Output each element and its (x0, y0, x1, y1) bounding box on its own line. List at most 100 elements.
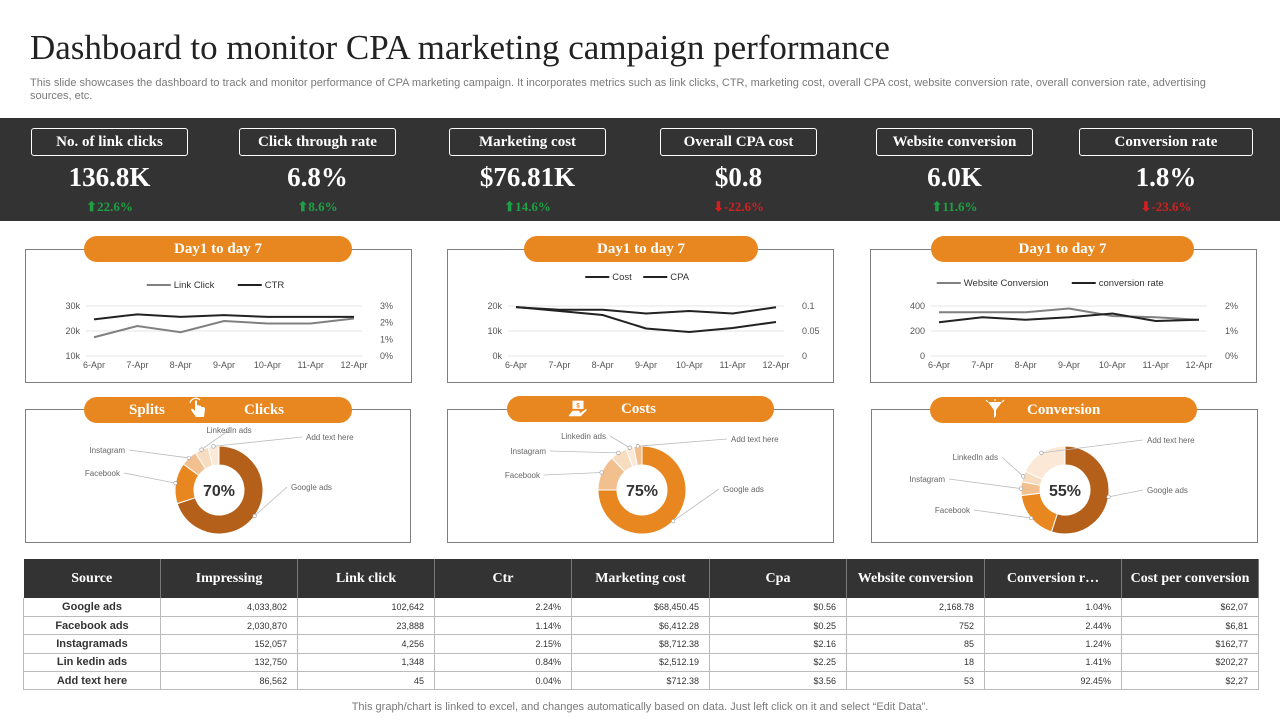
table-cell: $8,712.38 (571, 634, 710, 654)
table-cell: 1,348 (297, 653, 435, 673)
leader-line (637, 438, 728, 447)
table-cell: $162,77 (1121, 634, 1259, 654)
y-left-tick-label: 200 (910, 326, 925, 336)
table-cell: 53 (846, 671, 985, 691)
leader-dot (1028, 515, 1034, 521)
kpi-delta: ⬆11.6% (931, 199, 978, 214)
header-conversion-rate: Conversion r… (984, 559, 1122, 598)
slice-label: Instagram (510, 447, 546, 456)
x-tick-label: 7-Apr (126, 360, 148, 370)
kpi-label: Conversion rate (1079, 128, 1253, 156)
table-cell: $6,412.28 (571, 616, 710, 636)
legend-label: Cost (612, 272, 632, 283)
pill-right-label: Conversion (1027, 402, 1101, 418)
x-tick-label: 12-Apr (762, 360, 789, 370)
table-cell-source: Instagramads (23, 634, 161, 654)
y-right-tick-label: 1% (380, 334, 393, 344)
y-right-tick-label: 2% (380, 318, 393, 328)
table-row: Lin kedin ads 132,750 1,348 0.84% $2,512.19 $… (23, 653, 1259, 673)
x-tick-label: 9-Apr (213, 360, 235, 370)
y-left-tick-label: 400 (910, 301, 925, 311)
donut-chart-clicks: Google ads Facebook Instagram LinkedIn ads A… (25, 409, 411, 543)
leader-dot (671, 519, 676, 524)
header-source: Source (23, 559, 161, 598)
kpi-value: 136.8K (68, 162, 151, 192)
table-cell: 86,562 (160, 671, 298, 691)
arrow-icon: ⬆ (86, 199, 98, 214)
x-tick-label: 10-Apr (254, 360, 281, 370)
funnel-icon (985, 399, 1005, 430)
line-chart-svg: 0k 10k 20k 0 0.05 0.1 6-Apr 7-Apr 8-Apr 9-Apr 10-A… (487, 272, 819, 370)
kpi-overall-cpa-cost: Overall CPA cost $0.8 ⬇-22.6% (660, 118, 817, 221)
donut-slice-google-ads (597, 445, 687, 535)
leader-dot (616, 450, 621, 455)
leader-line (201, 429, 230, 450)
table-cell: 0.04% (434, 671, 572, 691)
x-tick-label: 10-Apr (676, 360, 703, 370)
leader-line (254, 486, 288, 517)
pill-conversion: Conversion (930, 397, 1197, 423)
leader-line (128, 449, 189, 459)
header-website-conversion: Website conversion (846, 559, 985, 598)
slice-label: Add text here (306, 433, 354, 442)
leader-line (609, 435, 630, 449)
pill-right-label: Clicks (244, 402, 285, 418)
pill-left-label: Splits (129, 402, 165, 418)
y-left-tick-label: 30k (65, 301, 80, 311)
legend-label: conversion rate (1099, 278, 1164, 289)
table-cell: 2.15% (434, 634, 572, 654)
leader-dot (635, 444, 640, 449)
leader-line (543, 472, 602, 476)
table-cell-source: Facebook ads (23, 616, 161, 636)
table-cell: 1.24% (984, 634, 1122, 654)
table-cell-source: Add text here (23, 671, 161, 691)
y-right-tick-label: 1% (1225, 326, 1238, 336)
kpi-website-conversion: Website conversion 6.0K ⬆11.6% (876, 118, 1033, 221)
kpi-value: 6.8% (287, 162, 348, 192)
table-cell: 2.44% (984, 616, 1122, 636)
arrow-icon: ⬆ (504, 199, 516, 214)
slice-label: Facebook (505, 471, 541, 480)
table-header-row: Source Impressing Link click Ctr Marketi… (23, 559, 1259, 598)
kpi-link-clicks: No. of link clicks 136.8K ⬆22.6% (31, 118, 188, 221)
table-cell: 2,168.78 (846, 598, 985, 617)
table-cell: $2,512.19 (571, 653, 710, 673)
table-cell: 0.84% (434, 653, 572, 673)
line-chart-cost-cpa: 0k 10k 20k 0 0.05 0.1 6-Apr 7-Apr 8-Apr 9-Apr 10-A… (447, 249, 834, 383)
leader-line (973, 509, 1032, 519)
arrow-icon: ⬇ (1140, 199, 1152, 214)
table-cell: $2,27 (1121, 671, 1259, 691)
line-chart-website-conversion: 0 200 400 0% 1% 2% 6-Apr 7-Apr 8-Apr 9-Apr 10-Apr 1… (870, 249, 1257, 383)
line-chart-svg: 0 200 400 0% 1% 2% 6-Apr 7-Apr 8-Apr 9-Apr 10-Apr 1… (910, 278, 1238, 370)
legend-label: Link Click (174, 280, 215, 291)
slice-label: Google ads (1147, 486, 1188, 495)
kpi-value: $76.81K (479, 162, 576, 192)
legend-label: CPA (670, 272, 689, 283)
kpi-label: Website conversion (876, 128, 1033, 156)
footer-note: This graph/chart is linked to excel, and… (351, 701, 929, 713)
series-line-cpa (515, 306, 777, 334)
header-marketing-cost: Marketing cost (571, 559, 710, 598)
table-cell: 1.04% (984, 598, 1122, 617)
y-right-tick-label: 0.1 (802, 301, 815, 311)
table-cell: $3.56 (709, 671, 847, 691)
y-right-tick-label: 0% (380, 351, 393, 361)
donut-chart-svg: Google ads Facebook Instagram LinkedIn ads A… (85, 426, 354, 535)
kpi-label: Marketing cost (449, 128, 606, 156)
table-cell: 92.45% (984, 671, 1122, 691)
table-cell: 2,030,870 (160, 616, 298, 636)
donut-slice-google-ads (176, 445, 264, 535)
slice-label: Google ads (723, 485, 764, 494)
kpi-delta: ⬇-22.6% (713, 199, 764, 214)
series-line-conversion-rate (938, 312, 1200, 324)
donut-chart-costs: Google ads Facebook Instagram Linkedin ads A… (447, 409, 834, 543)
series-line-cost (515, 306, 777, 315)
y-left-tick-label: 0 (920, 351, 925, 361)
header-ctr: Ctr (434, 559, 572, 598)
kpi-delta: ⬆8.6% (297, 199, 338, 214)
svg-text:$: $ (576, 403, 580, 410)
slice-label: Add text here (1147, 436, 1195, 445)
page-subtitle: This slide showcases the dashboard to tr… (30, 77, 1206, 102)
table-cell: 4,256 (297, 634, 435, 654)
kpi-value: $0.8 (714, 162, 763, 192)
